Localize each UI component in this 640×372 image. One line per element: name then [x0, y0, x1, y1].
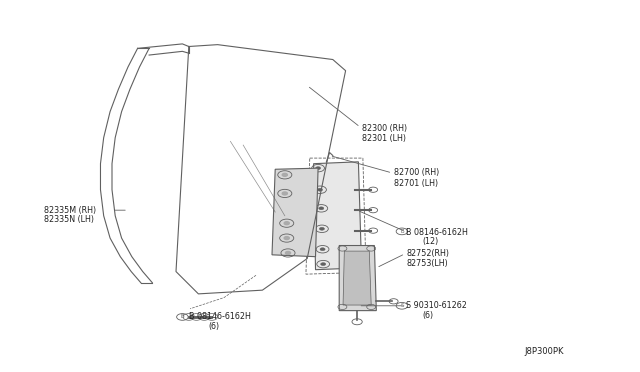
- Text: J8P300PK: J8P300PK: [525, 347, 564, 356]
- Circle shape: [317, 188, 323, 191]
- Text: S 90310-61262: S 90310-61262: [406, 301, 467, 310]
- Circle shape: [319, 227, 324, 230]
- Text: 82701 (LH): 82701 (LH): [394, 179, 438, 187]
- Text: 82753(LH): 82753(LH): [406, 259, 448, 268]
- Text: 82300 (RH): 82300 (RH): [362, 124, 407, 133]
- Circle shape: [284, 237, 289, 240]
- Text: 82301 (LH): 82301 (LH): [362, 134, 406, 143]
- Text: (6): (6): [208, 322, 219, 331]
- Text: B 08146-6162H: B 08146-6162H: [406, 228, 468, 237]
- Text: S: S: [400, 303, 404, 308]
- Circle shape: [319, 207, 324, 210]
- Circle shape: [316, 167, 321, 170]
- Text: B 08146-6162H: B 08146-6162H: [189, 312, 251, 321]
- Text: (6): (6): [422, 311, 433, 320]
- Circle shape: [321, 263, 326, 266]
- Text: B: B: [400, 229, 404, 234]
- Text: 82752(RH): 82752(RH): [406, 249, 449, 258]
- Polygon shape: [272, 168, 318, 257]
- Text: 82335N (LH): 82335N (LH): [44, 215, 93, 224]
- Polygon shape: [314, 162, 362, 270]
- Circle shape: [282, 173, 287, 176]
- Circle shape: [284, 222, 289, 225]
- Text: B: B: [180, 314, 184, 320]
- Polygon shape: [339, 246, 376, 311]
- Circle shape: [282, 192, 287, 195]
- Circle shape: [285, 251, 291, 254]
- Text: 82700 (RH): 82700 (RH): [394, 169, 439, 177]
- Text: 82335M (RH): 82335M (RH): [44, 206, 95, 215]
- Polygon shape: [343, 251, 371, 305]
- Text: (12): (12): [422, 237, 438, 246]
- Circle shape: [320, 248, 325, 251]
